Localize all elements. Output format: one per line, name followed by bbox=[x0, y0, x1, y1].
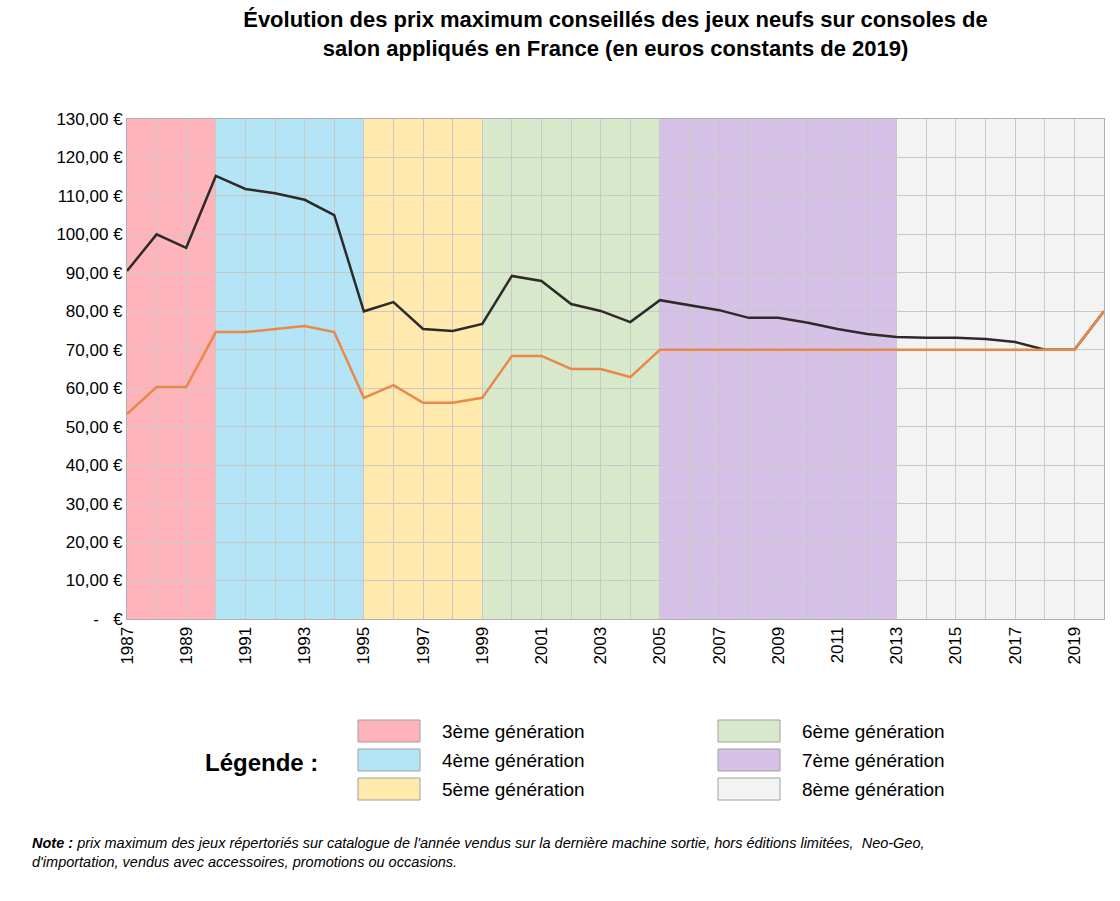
svg-text:7ème génération: 7ème génération bbox=[802, 750, 945, 771]
svg-text:30,00 €: 30,00 € bbox=[66, 495, 123, 514]
svg-text:1995: 1995 bbox=[354, 627, 373, 665]
svg-text:110,00 €: 110,00 € bbox=[58, 187, 123, 206]
svg-text:2017: 2017 bbox=[1006, 627, 1025, 665]
svg-text:1993: 1993 bbox=[295, 627, 314, 665]
svg-text:80,00 €: 80,00 € bbox=[66, 302, 123, 321]
svg-text:120,00 €: 120,00 € bbox=[56, 148, 123, 167]
svg-text:6ème génération: 6ème génération bbox=[802, 721, 945, 742]
svg-text:2003: 2003 bbox=[591, 627, 610, 665]
svg-text:60,00 €: 60,00 € bbox=[66, 379, 123, 398]
svg-text:50,00 €: 50,00 € bbox=[66, 418, 123, 437]
svg-text:40,00 €: 40,00 € bbox=[66, 456, 123, 475]
svg-text:2005: 2005 bbox=[650, 627, 669, 665]
svg-text:1987: 1987 bbox=[118, 627, 137, 665]
svg-text:2011: 2011 bbox=[828, 627, 847, 664]
svg-text:2013: 2013 bbox=[887, 627, 906, 665]
svg-text:2001: 2001 bbox=[532, 627, 551, 665]
svg-text:Évolution des prix maximum con: Évolution des prix maximum conseillés de… bbox=[243, 7, 988, 61]
svg-text:2009: 2009 bbox=[769, 627, 788, 665]
svg-text:4ème génération: 4ème génération bbox=[442, 750, 585, 771]
svg-text:70,00 €: 70,00 € bbox=[66, 341, 123, 360]
svg-text:5ème génération: 5ème génération bbox=[442, 779, 585, 800]
svg-text:3ème génération: 3ème génération bbox=[442, 721, 585, 742]
svg-text:8ème génération: 8ème génération bbox=[802, 779, 945, 800]
svg-text:10,00 €: 10,00 € bbox=[66, 571, 123, 590]
svg-text:20,00 €: 20,00 € bbox=[66, 533, 123, 552]
svg-text:1997: 1997 bbox=[414, 627, 433, 665]
svg-text:2007: 2007 bbox=[710, 627, 729, 665]
svg-text:1991: 1991 bbox=[236, 627, 255, 665]
svg-text:2015: 2015 bbox=[946, 627, 965, 665]
svg-text:130,00 €: 130,00 € bbox=[56, 110, 123, 129]
svg-text:1999: 1999 bbox=[473, 627, 492, 665]
svg-text:1989: 1989 bbox=[177, 627, 196, 665]
svg-text:Légende :: Légende : bbox=[205, 749, 318, 776]
svg-text:2019: 2019 bbox=[1065, 627, 1084, 665]
svg-text:100,00 €: 100,00 € bbox=[56, 225, 123, 244]
svg-text:Note : prix maximum des jeux r: Note : prix maximum des jeux répertoriés… bbox=[32, 835, 925, 870]
svg-text:90,00 €: 90,00 € bbox=[66, 264, 123, 283]
svg-text:- €: - € bbox=[93, 610, 123, 629]
